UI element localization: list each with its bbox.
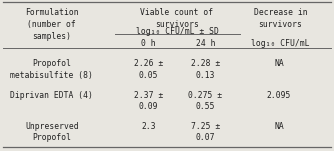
Text: NA: NA bbox=[274, 59, 284, 68]
Text: 7.25 ±
0.07: 7.25 ± 0.07 bbox=[191, 122, 220, 142]
Text: log₁₀ CFU/mL ± SD: log₁₀ CFU/mL ± SD bbox=[136, 27, 218, 36]
Text: Decrease in
survivors: Decrease in survivors bbox=[254, 8, 307, 29]
Text: Unpreserved
Propofol: Unpreserved Propofol bbox=[25, 122, 78, 142]
Text: Diprivan EDTA (4): Diprivan EDTA (4) bbox=[10, 91, 93, 100]
Text: 2.26 ±
0.05: 2.26 ± 0.05 bbox=[134, 59, 163, 80]
Text: 2.28 ±
0.13: 2.28 ± 0.13 bbox=[191, 59, 220, 80]
Text: 0 h: 0 h bbox=[141, 39, 156, 48]
Text: 2.3: 2.3 bbox=[141, 122, 156, 131]
Text: 2.37 ±
0.09: 2.37 ± 0.09 bbox=[134, 91, 163, 111]
Text: log₁₀ CFU/mL: log₁₀ CFU/mL bbox=[251, 39, 310, 48]
Text: NA: NA bbox=[274, 122, 284, 131]
Text: Formulation
(number of
samples): Formulation (number of samples) bbox=[25, 8, 78, 41]
Text: 24 h: 24 h bbox=[196, 39, 215, 48]
Text: 0.275 ±
0.55: 0.275 ± 0.55 bbox=[188, 91, 222, 111]
Text: 2.095: 2.095 bbox=[267, 91, 291, 100]
Text: Propofol
metabisulfite (8): Propofol metabisulfite (8) bbox=[10, 59, 93, 80]
Text: Viable count of
survivors: Viable count of survivors bbox=[141, 8, 213, 29]
